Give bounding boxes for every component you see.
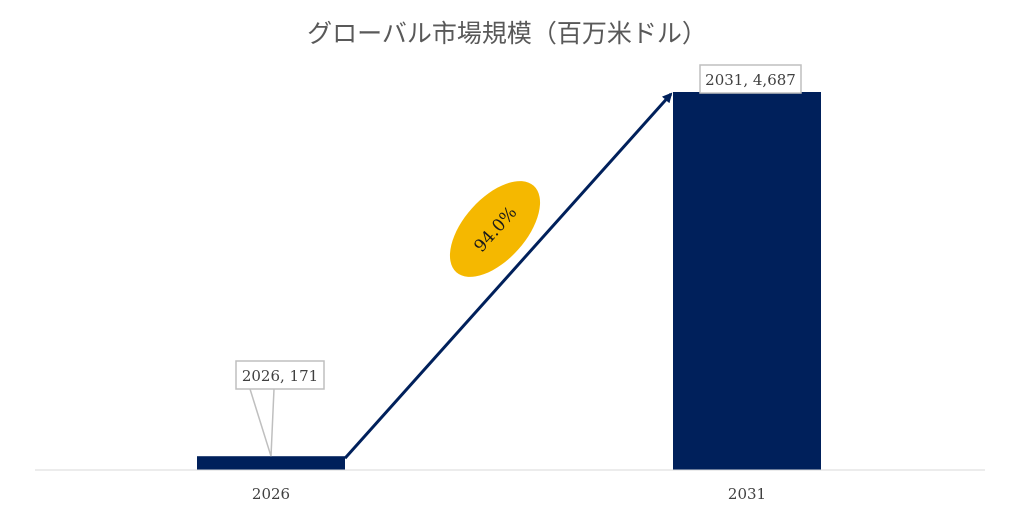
bar-2031 [673, 92, 821, 470]
data-label-box-2026 [235, 360, 325, 390]
data-label-2031: 2031, 4,687 [705, 71, 796, 89]
data-label-leader-2026 [249, 388, 275, 457]
chart-title: グローバル市場規模（百万米ドル） [307, 19, 707, 48]
bars-group [197, 92, 821, 470]
growth-arrow [343, 92, 673, 460]
x-tick-2026: 2026 [252, 485, 290, 503]
x-tick-labels: 2026 2031 [252, 485, 766, 503]
growth-rate-badge: 94.0% [449, 181, 541, 277]
data-label-box-2031 [699, 64, 802, 94]
data-labels-group: 2026, 171 2031, 4,687 [235, 64, 802, 457]
x-tick-2031: 2031 [728, 485, 766, 503]
growth-rate-ellipse [449, 181, 541, 277]
data-label-2026: 2026, 171 [242, 367, 318, 385]
bar-2026 [197, 456, 345, 470]
